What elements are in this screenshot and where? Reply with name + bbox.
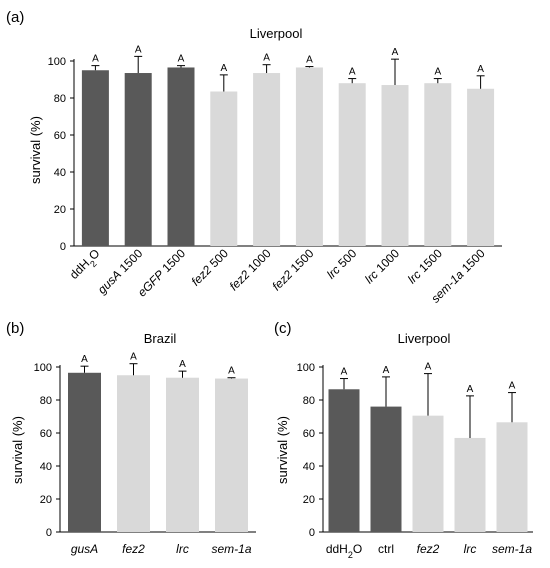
y-tick-label: 60 bbox=[40, 428, 52, 440]
y-tick-label: 80 bbox=[40, 395, 52, 407]
bar bbox=[412, 415, 444, 532]
significance-label: A bbox=[306, 55, 313, 66]
x-tick-label: lrc 500 bbox=[324, 246, 360, 282]
y-axis-label: survival (%) bbox=[10, 416, 25, 484]
x-tick-label: sem-1a bbox=[211, 542, 251, 556]
bar bbox=[215, 378, 248, 532]
significance-label: A bbox=[220, 63, 227, 74]
chart-title: Liverpool bbox=[250, 26, 303, 41]
significance-label: A bbox=[135, 44, 142, 55]
x-tick-label: lrc bbox=[464, 542, 477, 556]
bar bbox=[210, 91, 238, 247]
significance-label: A bbox=[509, 381, 516, 392]
y-tick-label: 0 bbox=[60, 241, 66, 253]
x-tick-label: ctrl bbox=[378, 542, 394, 556]
chart-title: Liverpool bbox=[398, 331, 451, 346]
panel-label: (b) bbox=[6, 320, 24, 337]
y-tick-label: 60 bbox=[54, 130, 66, 142]
panel-label: (a) bbox=[6, 9, 24, 26]
y-tick-label: 40 bbox=[40, 461, 52, 473]
bar bbox=[68, 372, 101, 532]
x-tick-label: fez2 1000 bbox=[227, 246, 274, 293]
y-tick-label: 60 bbox=[303, 428, 315, 440]
significance-label: A bbox=[392, 47, 399, 58]
y-tick-label: 100 bbox=[48, 56, 66, 68]
y-axis-label: survival (%) bbox=[28, 116, 43, 184]
significance-label: A bbox=[81, 354, 88, 365]
significance-label: A bbox=[341, 367, 348, 378]
chart-panel-1: (a) Liverpool survival (%) 0 20 40 60 80 100 AddH… bbox=[6, 9, 502, 306]
x-tick-label: fez2 bbox=[122, 542, 145, 556]
x-tick-label: lrc bbox=[176, 542, 189, 556]
bar bbox=[253, 73, 281, 247]
chart-title: Brazil bbox=[144, 331, 177, 346]
significance-label: A bbox=[383, 365, 390, 376]
significance-label: A bbox=[477, 64, 484, 75]
y-tick-label: 20 bbox=[303, 494, 315, 506]
significance-label: A bbox=[434, 67, 441, 78]
bar bbox=[338, 83, 366, 246]
y-tick-label: 80 bbox=[54, 93, 66, 105]
bar bbox=[467, 88, 495, 246]
panel-label: (c) bbox=[274, 320, 292, 337]
bar bbox=[328, 389, 360, 532]
y-tick-label: 40 bbox=[54, 167, 66, 179]
x-tick-label: fez2 1500 bbox=[269, 246, 316, 293]
y-tick-label: 20 bbox=[40, 494, 52, 506]
bar bbox=[81, 70, 109, 246]
y-tick-label: 100 bbox=[297, 362, 315, 374]
y-tick-label: 40 bbox=[303, 461, 315, 473]
chart-panel-3: (c) Liverpool survival (%) 0 20 40 60 80 100 AddH… bbox=[274, 320, 533, 560]
y-tick-label: 0 bbox=[46, 527, 52, 539]
bar bbox=[496, 422, 528, 532]
significance-label: A bbox=[349, 67, 356, 78]
bar bbox=[124, 73, 152, 247]
significance-label: A bbox=[92, 54, 99, 65]
significance-label: A bbox=[178, 54, 185, 65]
bar bbox=[381, 85, 409, 246]
significance-label: A bbox=[130, 352, 137, 363]
x-tick-label: fez2 500 bbox=[188, 246, 231, 289]
x-tick-label: lrc 1000 bbox=[362, 246, 402, 286]
significance-label: A bbox=[467, 384, 474, 395]
y-tick-label: 20 bbox=[54, 204, 66, 216]
x-tick-label: ddH2O bbox=[67, 246, 105, 284]
x-tick-label: lrc 1500 bbox=[405, 246, 445, 286]
x-tick-label: fez2 bbox=[417, 542, 440, 556]
y-tick-label: 0 bbox=[309, 527, 315, 539]
x-tick-label: ddH2O bbox=[326, 542, 362, 560]
x-tick-label: sem-1a bbox=[492, 542, 532, 556]
significance-label: A bbox=[179, 359, 186, 370]
bar bbox=[370, 406, 402, 532]
bar bbox=[117, 375, 150, 532]
bar bbox=[167, 67, 195, 246]
y-tick-label: 100 bbox=[34, 362, 52, 374]
bar bbox=[295, 67, 323, 246]
x-tick-label: gusA bbox=[71, 542, 98, 556]
bar bbox=[166, 377, 199, 532]
bar bbox=[424, 83, 452, 246]
significance-label: A bbox=[263, 53, 270, 64]
bar bbox=[454, 437, 486, 532]
significance-label: A bbox=[228, 366, 235, 377]
y-axis-label: survival (%) bbox=[275, 416, 290, 484]
y-tick-label: 80 bbox=[303, 395, 315, 407]
significance-label: A bbox=[425, 362, 432, 373]
